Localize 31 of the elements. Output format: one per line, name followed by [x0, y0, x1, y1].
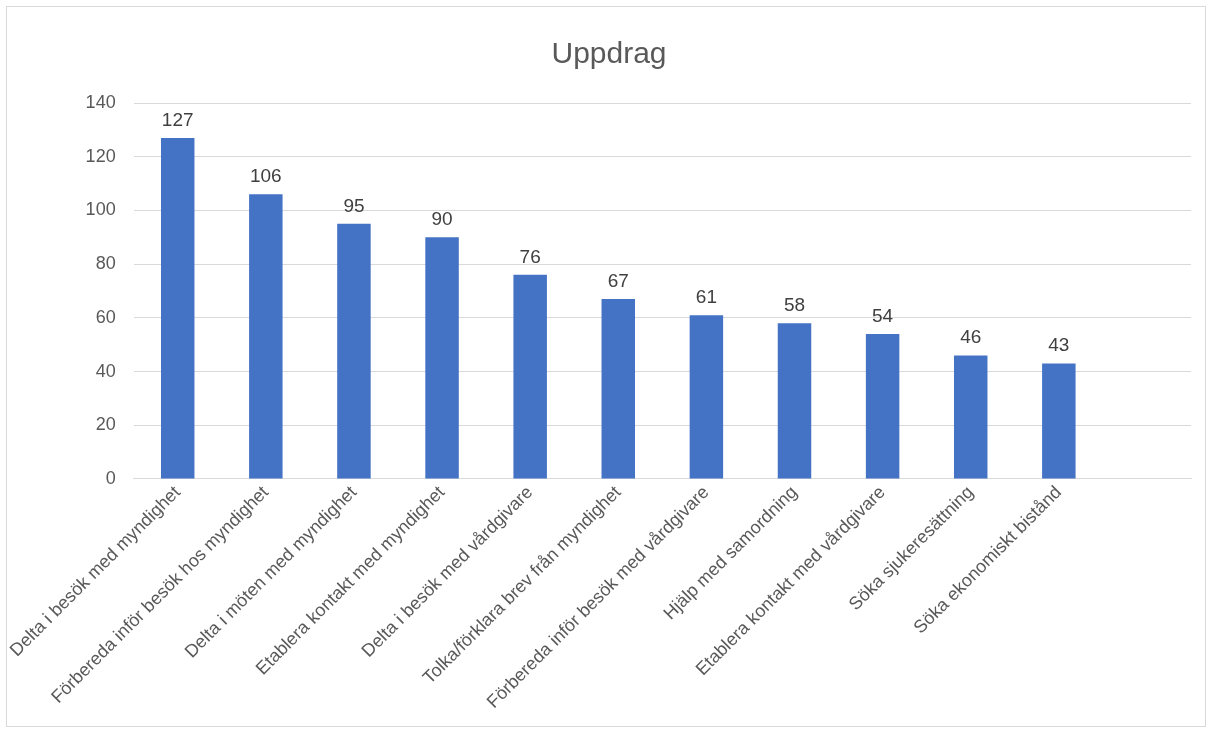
data-label: 58 [783, 293, 806, 315]
y-tick-label: 100 [85, 199, 116, 220]
bar [689, 315, 724, 479]
data-label: 106 [249, 165, 282, 187]
y-tick-label: 0 [105, 467, 116, 488]
data-label: 46 [960, 326, 982, 348]
data-label: 43 [1048, 334, 1070, 356]
y-tick-label: 40 [95, 360, 116, 381]
y-tick-label: 20 [95, 414, 116, 435]
y-tick-label: 80 [95, 253, 116, 274]
data-label: 90 [431, 208, 453, 229]
data-label: 95 [343, 194, 365, 216]
bar [865, 333, 900, 479]
bar [1042, 363, 1076, 479]
bar [249, 194, 283, 479]
bar [160, 137, 195, 479]
data-label: 67 [607, 269, 629, 291]
bar [601, 299, 636, 479]
data-label: 61 [695, 285, 717, 307]
bar [337, 223, 371, 479]
data-label: 127 [161, 108, 194, 130]
y-tick-label: 140 [85, 91, 116, 112]
y-tick-label: 60 [95, 306, 116, 327]
bar [425, 237, 459, 479]
chart-title: Uppdrag [551, 36, 667, 70]
bar [953, 355, 988, 479]
data-label: 76 [519, 245, 541, 267]
data-label: 54 [872, 304, 894, 326]
bar [513, 274, 547, 479]
y-tick-label: 120 [85, 145, 116, 166]
bar [777, 323, 812, 479]
